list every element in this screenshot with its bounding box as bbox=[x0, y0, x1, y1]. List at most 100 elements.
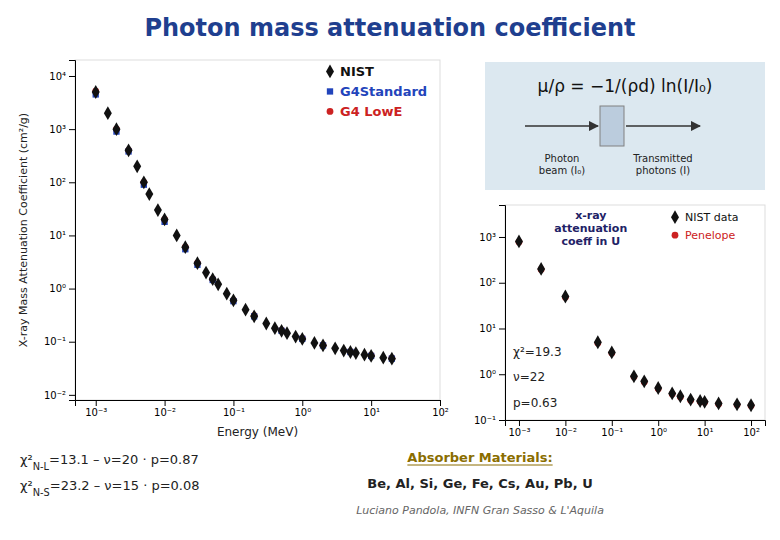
tick-mark bbox=[440, 400, 441, 406]
x-axis: 10⁻³10⁻²10⁻¹10⁰10¹10² bbox=[506, 420, 766, 438]
tick: 10¹ bbox=[479, 323, 505, 334]
point bbox=[668, 387, 676, 401]
tick-mark bbox=[302, 400, 303, 406]
legend-marker bbox=[327, 88, 333, 94]
underline bbox=[407, 465, 552, 466]
point bbox=[271, 321, 279, 335]
annotation: x-rayattenuationcoeff in U bbox=[554, 209, 627, 248]
tick: 10³ bbox=[49, 124, 75, 135]
tick-label: 10² bbox=[432, 407, 449, 418]
page: (function () { const data = JSON.parse(d… bbox=[0, 0, 780, 540]
annotation: μ/ρ = −1/(ρd) ln(I/I₀) bbox=[538, 76, 713, 96]
point bbox=[193, 256, 201, 270]
tick-mark bbox=[658, 420, 659, 426]
tick: 10⁰ bbox=[49, 283, 75, 294]
tick-label: 10¹ bbox=[363, 407, 380, 418]
annotation-line: p=0.63 bbox=[513, 396, 557, 410]
point bbox=[379, 351, 387, 365]
chart-panel: 10⁻³10⁻²10⁻¹10⁰10¹10²10⁻¹10⁰10¹10²10³NIS… bbox=[474, 205, 766, 438]
point bbox=[161, 213, 169, 227]
point bbox=[154, 203, 162, 217]
tick-label: 10⁻³ bbox=[508, 427, 530, 438]
series bbox=[515, 235, 755, 413]
tick-label: 10⁻² bbox=[555, 427, 577, 438]
tick-mark bbox=[69, 235, 75, 236]
tick: 10⁻¹ bbox=[474, 415, 505, 426]
annotation-line: beam (I₀) bbox=[539, 165, 585, 176]
annotation: χ²N-S=23.2 – ν=15 · p=0.08 bbox=[20, 478, 200, 498]
y-axis: 10⁻²10⁻¹10⁰10¹10²10³10⁴ bbox=[44, 61, 76, 401]
annotation-line: μ/ρ = −1/(ρd) ln(I/I₀) bbox=[538, 76, 713, 96]
plot-frame bbox=[75, 60, 440, 400]
tick-mark bbox=[69, 182, 75, 183]
annotation-line: ν=22 bbox=[513, 370, 545, 384]
point bbox=[181, 240, 189, 254]
tick: 10³ bbox=[479, 232, 505, 243]
legend-marker bbox=[326, 65, 334, 79]
annotation: Luciano Pandola, INFN Gran Sasso & L'Aqu… bbox=[356, 504, 604, 517]
tick: 10¹ bbox=[697, 420, 714, 438]
annotation-line: Luciano Pandola, INFN Gran Sasso & L'Aqu… bbox=[356, 504, 604, 517]
tick: 10⁰ bbox=[294, 400, 311, 418]
tick: 10¹ bbox=[49, 230, 75, 241]
legend-marker bbox=[671, 210, 679, 224]
point bbox=[340, 344, 348, 358]
point bbox=[104, 106, 112, 120]
tick-label: 10⁰ bbox=[650, 427, 667, 438]
point bbox=[331, 341, 339, 355]
tick-mark bbox=[96, 400, 97, 406]
tick-mark bbox=[69, 289, 75, 290]
legend: NIST dataPenelope bbox=[671, 210, 738, 242]
point bbox=[715, 397, 723, 411]
tick-mark bbox=[705, 420, 706, 426]
formula-box bbox=[485, 62, 765, 190]
tick-label: 10⁻¹ bbox=[44, 336, 66, 347]
axis-line bbox=[506, 421, 766, 427]
point bbox=[687, 393, 695, 407]
plot-area bbox=[515, 235, 755, 413]
point bbox=[125, 143, 133, 157]
axis-line bbox=[69, 61, 76, 401]
annotation-part: =13.1 – ν=20 · p=0.87 bbox=[49, 452, 199, 467]
tick-label: 10¹ bbox=[479, 323, 496, 334]
legend-entry: NIST data bbox=[685, 211, 738, 224]
tick: 10⁻³ bbox=[508, 420, 530, 438]
legend-entry: NIST bbox=[340, 64, 374, 79]
point bbox=[283, 326, 291, 340]
annotation-line: coeff in U bbox=[561, 235, 620, 248]
tick-mark bbox=[519, 420, 520, 426]
point bbox=[319, 339, 327, 353]
point bbox=[630, 369, 638, 383]
point bbox=[250, 309, 258, 323]
annotation: ν=22 bbox=[513, 370, 545, 384]
tick: 10² bbox=[479, 277, 505, 288]
formula-panel: μ/ρ = −1/(ρd) ln(I/I₀)Photonbeam (I₀)Tra… bbox=[485, 62, 765, 190]
tick-label: 10² bbox=[743, 427, 760, 438]
tick-label: 10⁰ bbox=[479, 369, 496, 380]
annotation-line: Photon bbox=[545, 153, 580, 164]
tick-mark bbox=[69, 395, 75, 396]
point bbox=[112, 122, 120, 136]
x-axis-title: Energy (MeV) bbox=[217, 425, 298, 439]
point bbox=[594, 335, 602, 349]
tick-mark bbox=[233, 400, 234, 406]
legend-marker bbox=[327, 108, 334, 115]
tick-mark bbox=[69, 129, 75, 130]
tick-mark bbox=[499, 420, 505, 421]
beam-arrow-out bbox=[626, 125, 700, 127]
tick: 10² bbox=[432, 400, 449, 418]
beam-arrow-in bbox=[525, 125, 598, 127]
tick: 10² bbox=[49, 177, 75, 188]
tick: 10⁻² bbox=[44, 390, 75, 401]
point bbox=[298, 332, 306, 346]
annotation-line: χ²=19.3 bbox=[513, 345, 562, 359]
tick: 10¹ bbox=[363, 400, 380, 418]
annotation-line: attenuation bbox=[554, 222, 627, 235]
annotation: χ²=19.3 bbox=[513, 345, 562, 359]
tick-mark bbox=[165, 400, 166, 406]
point bbox=[701, 395, 709, 409]
series bbox=[516, 239, 755, 410]
series bbox=[93, 91, 395, 362]
annotation-subscript: N-S bbox=[33, 487, 50, 498]
tick-label: 10⁰ bbox=[294, 407, 311, 418]
